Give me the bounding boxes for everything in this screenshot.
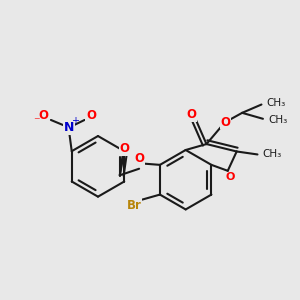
Text: O: O [221, 116, 231, 129]
Text: CH₃: CH₃ [268, 115, 287, 125]
Text: Br: Br [127, 199, 142, 212]
Text: ⁻: ⁻ [33, 116, 39, 129]
Text: CH₃: CH₃ [262, 149, 281, 160]
Text: N: N [64, 121, 74, 134]
Text: O: O [187, 108, 196, 122]
Text: +: + [71, 116, 79, 126]
Text: O: O [134, 152, 144, 164]
Text: O: O [86, 109, 96, 122]
Text: O: O [225, 172, 235, 182]
Text: O: O [38, 109, 48, 122]
Text: CH₃: CH₃ [267, 98, 286, 108]
Text: O: O [119, 142, 129, 155]
